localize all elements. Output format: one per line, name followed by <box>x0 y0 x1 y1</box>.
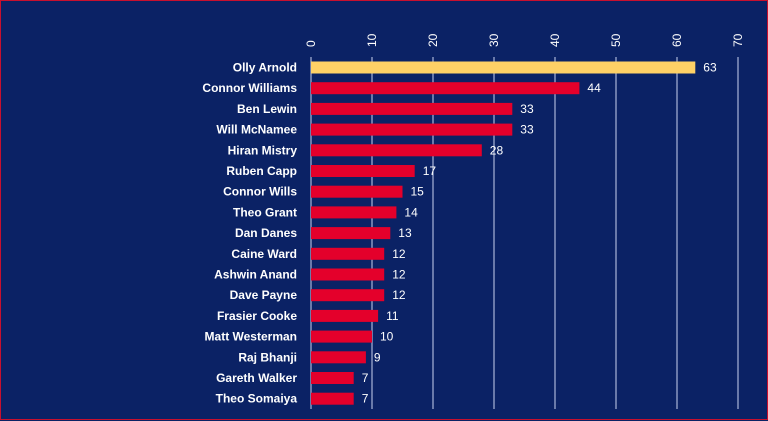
bar <box>311 247 385 260</box>
category-label: Ruben Capp <box>226 164 297 178</box>
category-label: Caine Ward <box>231 247 297 261</box>
category-label: Ben Lewin <box>237 102 297 116</box>
bar <box>311 102 513 115</box>
value-label: 7 <box>362 371 369 385</box>
bar <box>311 351 366 364</box>
category-label: Will McNamee <box>216 123 297 137</box>
bar <box>311 330 372 343</box>
bar <box>311 309 379 322</box>
value-label: 63 <box>703 61 717 75</box>
bar <box>311 123 513 136</box>
x-axis-ticks: 0 10 20 30 40 50 60 70 <box>304 33 745 47</box>
value-label: 12 <box>392 247 406 261</box>
category-label: Matt Westerman <box>205 330 297 344</box>
category-label: Olly Arnold <box>233 61 297 75</box>
category-label: Theo Grant <box>233 205 297 219</box>
value-label: 12 <box>392 268 406 282</box>
category-label: Dan Danes <box>235 226 297 240</box>
category-label: Connor Wills <box>223 185 297 199</box>
value-label: 14 <box>404 205 418 219</box>
value-label: 33 <box>520 102 534 116</box>
x-tick-label: 60 <box>670 33 684 47</box>
value-label: 10 <box>380 330 394 344</box>
value-label: 17 <box>423 164 437 178</box>
x-tick-label: 50 <box>609 33 623 47</box>
bar <box>311 372 354 384</box>
bar <box>311 165 415 177</box>
bar <box>311 61 696 74</box>
value-label: 15 <box>411 185 425 199</box>
category-label: Theo Somaiya <box>216 392 298 406</box>
gridlines <box>310 57 739 409</box>
x-tick-label: 30 <box>487 33 501 47</box>
bar <box>311 82 580 95</box>
value-label: 28 <box>490 143 504 157</box>
category-label: Raj Bhanji <box>238 350 297 364</box>
bar <box>311 144 482 157</box>
x-tick-label: 0 <box>304 40 318 47</box>
category-label: Gareth Walker <box>216 371 297 385</box>
bar <box>311 289 385 302</box>
category-label: Dave Payne <box>230 288 298 302</box>
bar <box>311 227 391 240</box>
x-tick-label: 40 <box>548 33 562 47</box>
x-tick-label: 70 <box>731 33 745 47</box>
bar <box>311 268 385 281</box>
value-label: 12 <box>392 288 406 302</box>
category-label: Connor Williams <box>202 81 297 95</box>
bar <box>311 185 403 198</box>
x-tick-label: 10 <box>365 33 379 47</box>
x-tick-label: 20 <box>426 33 440 47</box>
bar <box>311 206 397 219</box>
value-label: 13 <box>398 226 412 240</box>
bar <box>311 392 354 405</box>
category-label: Frasier Cooke <box>217 309 297 323</box>
value-label: 33 <box>520 123 534 137</box>
value-label: 7 <box>362 392 369 406</box>
category-label: Ashwin Anand <box>214 268 297 282</box>
value-label: 9 <box>374 350 381 364</box>
category-label: Hiran Mistry <box>228 143 298 157</box>
category-labels: Olly Arnold Connor Williams Ben Lewin Will … <box>202 61 297 406</box>
value-label: 11 <box>386 309 399 323</box>
value-label: 44 <box>587 81 601 95</box>
bars <box>311 61 696 405</box>
